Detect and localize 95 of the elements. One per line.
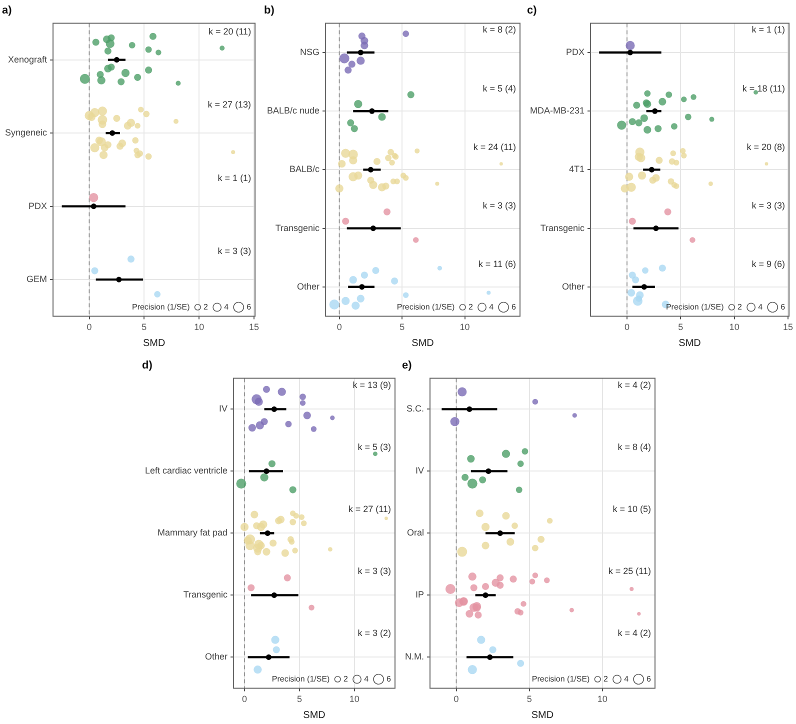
chart-title: b) <box>264 4 275 17</box>
x-tick-label: 5 <box>400 322 405 332</box>
annotation: k = 18 (11) <box>742 83 786 94</box>
y-tick-label: Transgenic <box>183 590 228 600</box>
annotation: k = 1 (1) <box>752 24 786 35</box>
annotation: k = 4 (2) <box>618 628 651 638</box>
x-axis-title: SMD <box>678 338 701 349</box>
chart-title: c) <box>527 4 538 17</box>
x-axis-title: SMD <box>412 338 434 349</box>
annotation: k = 13 (9) <box>352 380 391 390</box>
legend-label: 6 <box>512 302 517 312</box>
y-tick-label: BALB/c <box>290 164 320 174</box>
y-tick-label: NSG <box>300 46 320 57</box>
annotation: k = 27 (11) <box>348 504 391 514</box>
x-tick-label: 10 <box>729 322 740 332</box>
x-tick-label: 0 <box>336 322 342 332</box>
y-tick-label: Transgenic <box>540 222 586 233</box>
annotation: k = 3 (3) <box>218 246 252 256</box>
legend-label: 2 <box>343 674 348 684</box>
legend-label: 2 <box>204 302 209 312</box>
x-tick-label: 10 <box>460 322 470 332</box>
annotation: k = 27 (13) <box>208 100 252 110</box>
legend-label: 2 <box>738 302 743 312</box>
x-tick-label: 10 <box>194 322 204 332</box>
y-tick-label: IV <box>415 466 424 476</box>
chart-title: d) <box>142 360 153 372</box>
y-tick-label: Other <box>297 281 320 292</box>
annotation: k = 3 (3) <box>752 200 786 211</box>
annotation: k = 25 (11) <box>608 566 651 576</box>
annotation: k = 9 (6) <box>752 259 786 270</box>
x-tick-label: 10 <box>597 694 608 704</box>
x-tick-label: 15 <box>248 322 259 332</box>
annotation: k = 20 (8) <box>746 142 786 152</box>
y-tick-label: MDA-MB-231 <box>530 106 585 116</box>
legend-title: Precision (1/SE) <box>396 302 456 312</box>
x-axis-title: SMD <box>531 710 554 721</box>
y-tick-label: Syngeneic <box>5 128 48 138</box>
annotation: k = 4 (2) <box>618 380 651 390</box>
annotation: k = 8 (4) <box>618 442 651 452</box>
annotation: k = 5 (4) <box>482 83 516 94</box>
legend-label: 4 <box>489 302 494 312</box>
y-tick-label: 4T1 <box>568 164 585 174</box>
annotation: k = 3 (3) <box>482 200 516 211</box>
legend-label: 6 <box>646 674 652 684</box>
y-tick-label: N.M. <box>405 652 424 662</box>
y-tick-label: BALB/c nude <box>266 106 320 116</box>
legend-label: 6 <box>246 302 252 312</box>
legend-label: 4 <box>224 302 230 312</box>
x-tick-label: 0 <box>86 322 92 332</box>
y-tick-label: IV <box>219 404 228 414</box>
legend-label: 4 <box>758 302 764 312</box>
legend-label: 2 <box>603 674 608 684</box>
y-tick-label: Mammary fat pad <box>158 528 228 538</box>
annotation: k = 1 (1) <box>218 172 252 183</box>
legend-label: 6 <box>780 302 786 312</box>
legend-label: 4 <box>364 674 370 684</box>
x-tick-label: 15 <box>782 322 793 332</box>
x-tick-label: 10 <box>349 694 360 704</box>
x-tick-label: 0 <box>454 694 459 704</box>
annotation: k = 3 (3) <box>358 566 391 576</box>
x-axis-title: SMD <box>142 338 166 349</box>
y-tick-label: PDX <box>28 200 48 211</box>
x-tick-label: 0 <box>624 322 630 332</box>
annotation: k = 5 (3) <box>358 442 391 452</box>
y-tick-label: PDX <box>566 46 585 57</box>
x-tick-label: 5 <box>526 694 532 704</box>
legend-label: 6 <box>386 674 392 684</box>
y-tick-label: GEM <box>26 274 48 284</box>
y-tick-label: IP <box>415 590 424 600</box>
y-tick-label: Transgenic <box>275 222 320 233</box>
x-tick-label: 5 <box>142 322 147 332</box>
x-tick-label: 5 <box>678 322 684 332</box>
y-tick-label: Other <box>562 281 585 292</box>
annotation: k = 10 (5) <box>612 504 651 514</box>
x-tick-label: 0 <box>242 694 248 704</box>
legend-title: Precision (1/SE) <box>272 674 330 684</box>
y-tick-label: Left cardiac ventricle <box>144 466 228 476</box>
y-tick-label: Oral <box>406 528 424 538</box>
chart-title: a) <box>2 4 12 17</box>
legend-label: 2 <box>468 302 474 312</box>
chart-title: e) <box>402 360 412 372</box>
y-tick-label: Xenograft <box>8 54 48 64</box>
y-tick-label: S.C. <box>406 404 424 414</box>
annotation: k = 24 (11) <box>473 142 516 152</box>
legend-title: Precision (1/SE) <box>666 302 724 312</box>
annotation: k = 8 (2) <box>482 24 516 35</box>
y-tick-label: Other <box>205 652 228 662</box>
annotation: k = 11 (6) <box>478 259 516 270</box>
legend-label: 4 <box>624 674 630 684</box>
annotation: k = 20 (11) <box>208 26 252 36</box>
x-axis-title: SMD <box>303 710 326 721</box>
legend-title: Precision (1/SE) <box>532 674 590 684</box>
x-tick-label: 5 <box>296 694 302 704</box>
annotation: k = 3 (2) <box>358 628 391 638</box>
legend-title: Precision (1/SE) <box>132 302 190 312</box>
